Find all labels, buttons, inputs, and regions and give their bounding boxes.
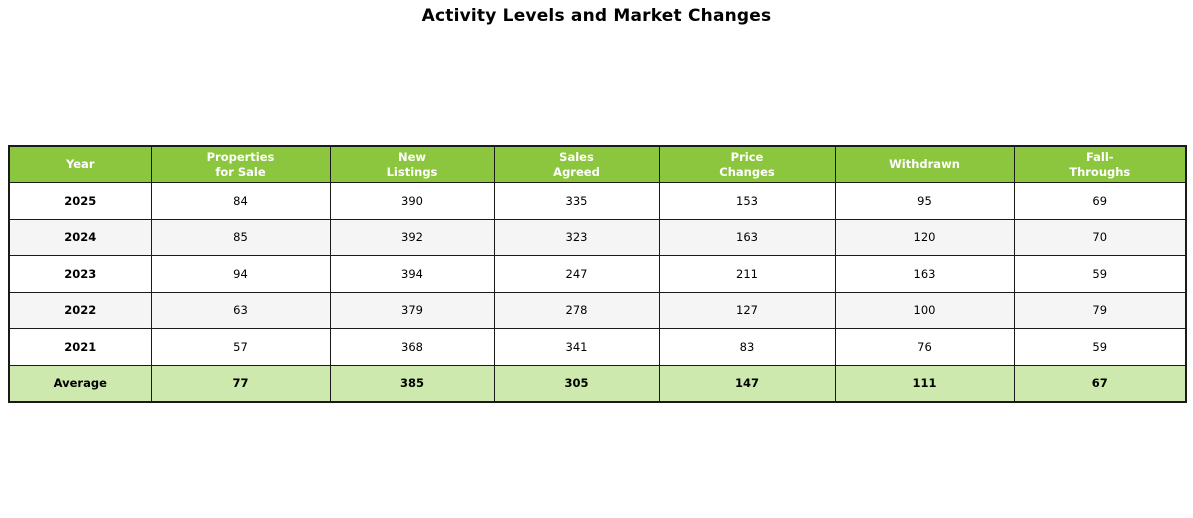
value-cell: 335 <box>493 182 660 220</box>
value-cell: 247 <box>493 255 660 293</box>
table-row: 2023 94 394 247 211 163 59 <box>8 255 1187 293</box>
value-cell: 341 <box>493 328 660 366</box>
value-cell: 95 <box>834 182 1015 220</box>
year-cell: 2025 <box>8 182 152 220</box>
value-cell: 57 <box>150 328 331 366</box>
value-cell: 70 <box>1013 218 1187 256</box>
value-cell: 394 <box>329 255 495 293</box>
value-cell: 100 <box>834 291 1015 329</box>
table-body: 2025 84 390 335 153 95 69 2024 85 392 323 163 120 70 2… <box>8 182 1187 402</box>
value-cell: 278 <box>493 291 660 329</box>
year-cell: 2024 <box>8 218 152 256</box>
column-header: Price Changes <box>658 145 836 183</box>
value-cell: 83 <box>658 328 836 366</box>
value-cell: 76 <box>834 328 1015 366</box>
column-header: Fall- Throughs <box>1013 145 1187 183</box>
activity-table: Year Properties for Sale New Listings Sales… <box>8 145 1187 403</box>
column-header: Sales Agreed <box>493 145 660 183</box>
value-cell: 69 <box>1013 182 1187 220</box>
column-header: New Listings <box>329 145 495 183</box>
table-row: 2022 63 379 278 127 100 79 <box>8 291 1187 329</box>
average-value-cell: 77 <box>150 364 331 402</box>
year-cell: 2021 <box>8 328 152 366</box>
value-cell: 211 <box>658 255 836 293</box>
value-cell: 390 <box>329 182 495 220</box>
table-row: 2021 57 368 341 83 76 59 <box>8 328 1187 366</box>
value-cell: 392 <box>329 218 495 256</box>
average-value-cell: 147 <box>658 364 836 402</box>
value-cell: 59 <box>1013 328 1187 366</box>
value-cell: 379 <box>329 291 495 329</box>
value-cell: 84 <box>150 182 331 220</box>
header-row: Year Properties for Sale New Listings Sales… <box>8 145 1187 183</box>
column-header: Withdrawn <box>834 145 1015 183</box>
table-header-row: Year Properties for Sale New Listings Sales… <box>8 145 1187 183</box>
column-header: Year <box>8 145 152 183</box>
value-cell: 85 <box>150 218 331 256</box>
value-cell: 94 <box>150 255 331 293</box>
table-row: 2024 85 392 323 163 120 70 <box>8 218 1187 256</box>
column-header: Properties for Sale <box>150 145 331 183</box>
average-value-cell: 305 <box>493 364 660 402</box>
value-cell: 59 <box>1013 255 1187 293</box>
value-cell: 79 <box>1013 291 1187 329</box>
average-row: Average 77 385 305 147 111 67 <box>8 364 1187 402</box>
value-cell: 323 <box>493 218 660 256</box>
value-cell: 163 <box>658 218 836 256</box>
average-value-cell: 111 <box>834 364 1015 402</box>
value-cell: 368 <box>329 328 495 366</box>
page-title: Activity Levels and Market Changes <box>421 6 772 26</box>
table-row: 2025 84 390 335 153 95 69 <box>8 182 1187 220</box>
average-value-cell: 67 <box>1013 364 1187 402</box>
value-cell: 63 <box>150 291 331 329</box>
year-cell: 2022 <box>8 291 152 329</box>
average-value-cell: 385 <box>329 364 495 402</box>
value-cell: 120 <box>834 218 1015 256</box>
value-cell: 153 <box>658 182 836 220</box>
value-cell: 127 <box>658 291 836 329</box>
value-cell: 163 <box>834 255 1015 293</box>
average-label-cell: Average <box>8 364 152 402</box>
year-cell: 2023 <box>8 255 152 293</box>
